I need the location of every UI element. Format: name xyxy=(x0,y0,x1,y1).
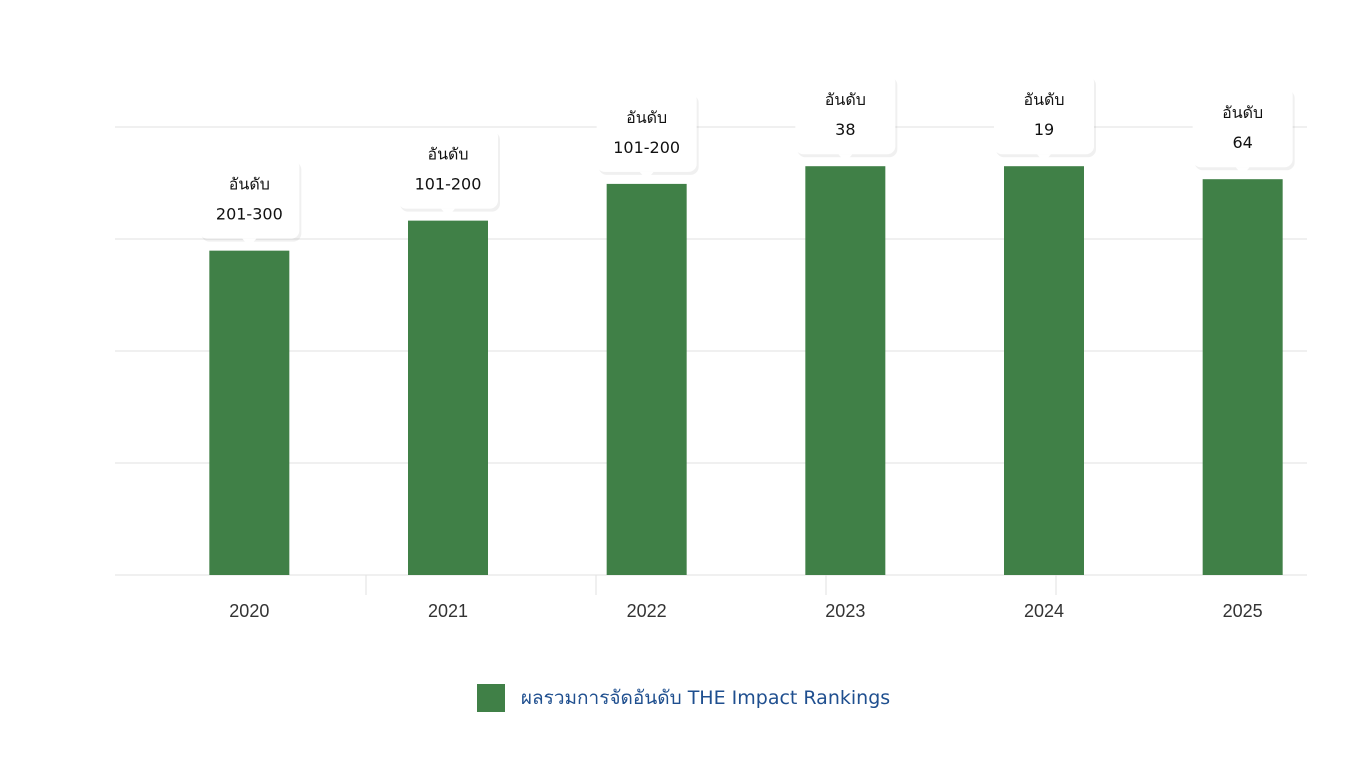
data-label-pointer xyxy=(1235,167,1250,176)
data-label-box xyxy=(994,74,1094,155)
data-label-pointer xyxy=(242,238,257,247)
data-label-text: 19 xyxy=(1034,120,1054,139)
x-tick-label: 2023 xyxy=(825,601,865,621)
data-label-box xyxy=(1192,87,1293,168)
bar[interactable] xyxy=(209,250,290,575)
data-label-text: 64 xyxy=(1232,133,1252,152)
x-tick-label: 2025 xyxy=(1223,601,1263,621)
x-tick-label: 2024 xyxy=(1024,601,1064,621)
bar[interactable] xyxy=(1202,179,1283,575)
data-label-text: 101-200 xyxy=(613,138,680,157)
grid-layer xyxy=(115,126,1307,576)
bar[interactable] xyxy=(606,183,687,575)
data-label-text: อันดับ xyxy=(427,145,468,164)
data-label-pointer xyxy=(1037,154,1051,163)
data-label-text: อันดับ xyxy=(229,175,270,194)
data-label-pointer xyxy=(838,154,853,163)
data-label-pointer xyxy=(639,171,654,180)
data-label-box xyxy=(596,91,697,172)
legend-swatch xyxy=(476,684,505,712)
x-tick-label: 2020 xyxy=(229,601,269,621)
x-tick-label: 2021 xyxy=(428,601,468,621)
legend[interactable]: ผลรวมการจัดอันดับ THE Impact Rankings xyxy=(0,683,1367,713)
data-label-box xyxy=(795,74,896,155)
data-label-text: 101-200 xyxy=(415,175,482,194)
data-label-text: อันดับ xyxy=(626,108,667,127)
data-label: อันดับ 101-200 xyxy=(398,128,500,217)
data-label-text: อันดับ xyxy=(1222,103,1263,122)
data-label-text: 201-300 xyxy=(216,205,283,224)
data-label-pointer xyxy=(441,208,455,217)
bar[interactable] xyxy=(408,220,488,575)
data-label: อันดับ 64 xyxy=(1192,87,1295,176)
data-label: อันดับ 19 xyxy=(994,74,1096,163)
data-label-box xyxy=(398,128,498,209)
data-label-box xyxy=(199,158,300,239)
x-axis: 2020 2021 2022 2023 2024 2025 xyxy=(229,575,1263,621)
bar-layer xyxy=(209,166,1283,575)
data-label: อันดับ 201-300 xyxy=(199,158,302,247)
data-label-layer: อันดับ201-300อันดับ101-200อันดับ101-200อ… xyxy=(199,74,1295,247)
bar[interactable] xyxy=(1004,166,1084,575)
bar[interactable] xyxy=(805,166,886,575)
data-label-text: 38 xyxy=(835,120,855,139)
legend-label: ผลรวมการจัดอันดับ THE Impact Rankings xyxy=(520,687,891,709)
data-label-text: อันดับ xyxy=(1023,90,1064,109)
data-label: อันดับ 101-200 xyxy=(596,91,699,180)
x-tick-label: 2022 xyxy=(627,601,667,621)
data-label: อันดับ 38 xyxy=(795,74,898,163)
data-label-text: อันดับ xyxy=(825,90,866,109)
